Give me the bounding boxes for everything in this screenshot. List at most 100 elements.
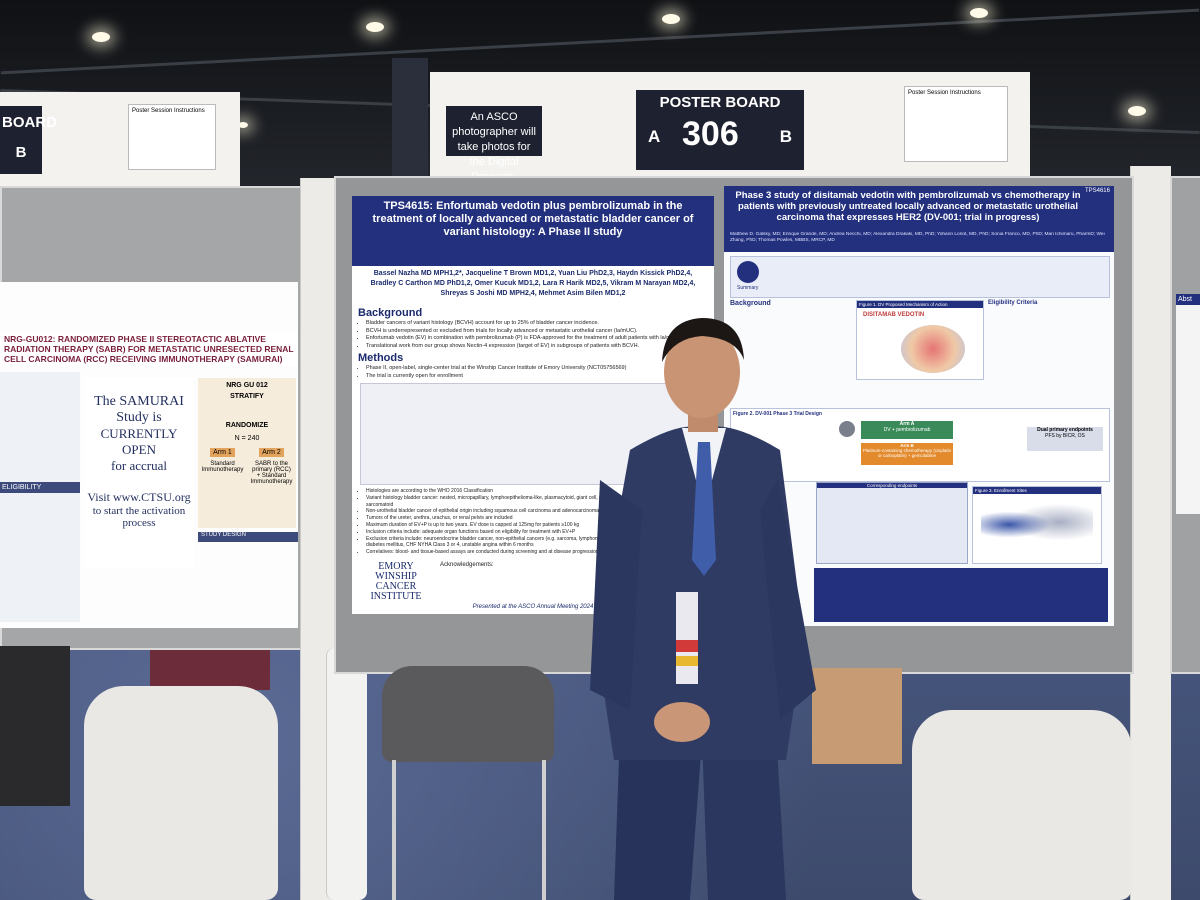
randomize-label: RANDOMIZE [225, 422, 269, 429]
ceiling-light [92, 32, 110, 42]
rolled-tube [326, 648, 367, 900]
presenter-face [664, 326, 740, 418]
background-person-legs [812, 668, 902, 764]
logo-line-4: INSTITUTE [370, 591, 422, 602]
figure1-caption: Figure 1. DV Proposed Mechanism of Actio… [857, 301, 983, 308]
arm-a-detail: DV + pembrolizumab [883, 427, 931, 433]
histologies-item: Histologies are according to the WHO 201… [366, 488, 714, 495]
left-board-header-sign: BOARD B Poster Session Instructions [0, 92, 240, 188]
far-right-poster: Abst [1176, 294, 1200, 514]
arm-a-label: Arm A [899, 421, 915, 427]
study-design-heading: STUDY DESIGN [198, 532, 298, 542]
histologies-list: Histologies are according to the WHO 201… [352, 488, 714, 556]
board-post-right [1130, 166, 1171, 900]
ceiling-light [366, 22, 384, 32]
session-instructions-text: Poster Session Instructions [132, 108, 205, 114]
summary-heading: Summary [737, 285, 759, 291]
tps4615-authors: Bassel Nazha MD MPH1,2*, Jacqueline T Br… [352, 269, 714, 299]
arm-b-box: Arm B Platinum-containing chemotherapy (… [861, 443, 953, 465]
visit-line-3: process [122, 517, 156, 529]
chair-leg [542, 760, 546, 900]
arm1-detail: Standard Immunotherapy [201, 461, 244, 473]
presenter-arm-right [760, 480, 816, 720]
left-board-label: BOARD [2, 114, 57, 131]
methods-item: Phase II, open-label, single-center tria… [366, 365, 714, 373]
search-icon [737, 261, 759, 283]
tps4616-header [724, 186, 1114, 252]
authors-line-3: Shreyas S Joshi MD MPH2,4, Mehmet Asim B… [440, 290, 626, 297]
left-session-instructions: Poster Session Instructions [128, 104, 216, 170]
presenter-person [590, 318, 816, 900]
histologies-item: Inclusion criteria include: adequate org… [366, 529, 714, 536]
arm-b-label: Arm B [900, 443, 914, 448]
main-board-header-sign: An ASCO photographer will take photos fo… [430, 72, 1030, 183]
visit-line: Visit www.CTSU.org [87, 490, 191, 504]
eligibility-heading: ELIGIBILITY [0, 482, 80, 493]
photographer-notice-text: An ASCO photographer will take photos fo… [452, 111, 536, 183]
histologies-item: Tumors of the ureter, urethra, urachus, … [366, 515, 714, 522]
presenter-leg-left [614, 730, 702, 900]
logo-line-1: EMORY [378, 561, 414, 572]
histologies-item: Exclusion criteria include: neuroendocri… [366, 536, 714, 550]
logo-line-3: CANCER [375, 581, 417, 592]
presenter-badge-stripe [676, 656, 698, 666]
presenter-hands [654, 702, 710, 742]
open-line-3: CURRENTLY OPEN [100, 426, 178, 457]
far-right-poster-heading: Abst [1176, 294, 1200, 305]
authors-line-1: Bassel Nazha MD MPH1,2*, Jacqueline T Br… [373, 270, 693, 277]
tps4616-footer-band [814, 568, 1108, 622]
visit-line-2: to start the activation [92, 505, 186, 517]
side-b-label: B [779, 127, 792, 146]
tps4615-footer: Presented at the ASCO Annual Meeting 202… [472, 604, 594, 610]
corresponding-endpoints-box: Corresponding endpoints [816, 482, 968, 564]
arm2-detail: SABR to the primary (RCC) + Standard Imm… [250, 461, 293, 485]
arm1-label: Arm 1 [210, 448, 235, 457]
presenter-arm-left [590, 480, 642, 710]
methods-heading: Methods [358, 352, 404, 364]
figure1-label: DISITAMAB VEDOTIN [863, 312, 925, 318]
logo-line-2: WINSHIP [375, 571, 417, 582]
poster-board-number: 306 [682, 115, 739, 153]
histologies-item: Correlatives: blood- and tissue-based as… [366, 549, 714, 556]
summary-box: Summary [730, 256, 1110, 298]
chair-right [912, 710, 1132, 900]
mechanism-illustration [901, 325, 965, 373]
background-item: BCVH is underrepresented or excluded fro… [366, 328, 714, 336]
schema-heading: Figure 2. DV-001 Phase 3 Trial Design [733, 411, 822, 417]
ceiling-light [238, 122, 248, 128]
presenter-badge-stripe [676, 640, 698, 652]
ceiling-light [1128, 106, 1146, 116]
figure3-box: Figure 3. Enrollment Sites [972, 486, 1102, 564]
photographer-notice: An ASCO photographer will take photos fo… [446, 106, 542, 183]
endpoints-detail: PFS by BICR, OS [1045, 433, 1085, 439]
open-line-4: for accrual [111, 458, 167, 473]
open-line-1: The SAMURAI [94, 394, 184, 409]
presenter-leg-right [702, 730, 786, 900]
endpoints-label: Dual primary endpoints [1037, 427, 1093, 433]
emory-winship-logo: EMORY WINSHIP CANCER INSTITUTE [356, 562, 436, 606]
histologies-item: Maximum duration of EV+P is up to two ye… [366, 522, 714, 529]
world-map-illustration [981, 503, 1093, 551]
acknowledgements-heading: Acknowledgements: [440, 562, 494, 568]
figure3-caption: Figure 3. Enrollment Sites [973, 487, 1101, 494]
tps4616-background-heading: Background [730, 300, 771, 307]
n-label: N = 240 [234, 435, 260, 442]
poster-board-label: POSTER BOARD [659, 94, 781, 111]
methods-list: Phase II, open-label, single-center tria… [352, 365, 714, 380]
background-item: Enfortumab vedotin (EV) in combination w… [366, 335, 714, 343]
chair-dark [382, 666, 554, 762]
right-session-instructions: Poster Session Instructions [904, 86, 1008, 162]
samurai-poster: NRG-GU012: RANDOMIZED PHASE II STEREOTAC… [0, 282, 298, 628]
randomize-circle [839, 421, 855, 437]
tps4616-title: Phase 3 study of disitamab vedotin with … [735, 190, 1081, 223]
side-a-label: A [648, 127, 661, 146]
chair-left [84, 686, 278, 900]
ceiling-light [662, 14, 680, 24]
samurai-poster-title: NRG-GU012: RANDOMIZED PHASE II STEREOTAC… [0, 332, 298, 366]
background-item: Bladder cancers of variant histology (BC… [366, 320, 714, 328]
open-line-2: Study is [116, 410, 162, 425]
corresponding-endpoints-heading: Corresponding endpoints [817, 483, 967, 488]
poster-board-number-sign: POSTER BOARD A 306 B [636, 90, 804, 170]
samurai-left-column: ELIGIBILITY [0, 372, 80, 622]
arm-b-detail: Platinum-containing chemotherapy (cispla… [862, 448, 952, 458]
